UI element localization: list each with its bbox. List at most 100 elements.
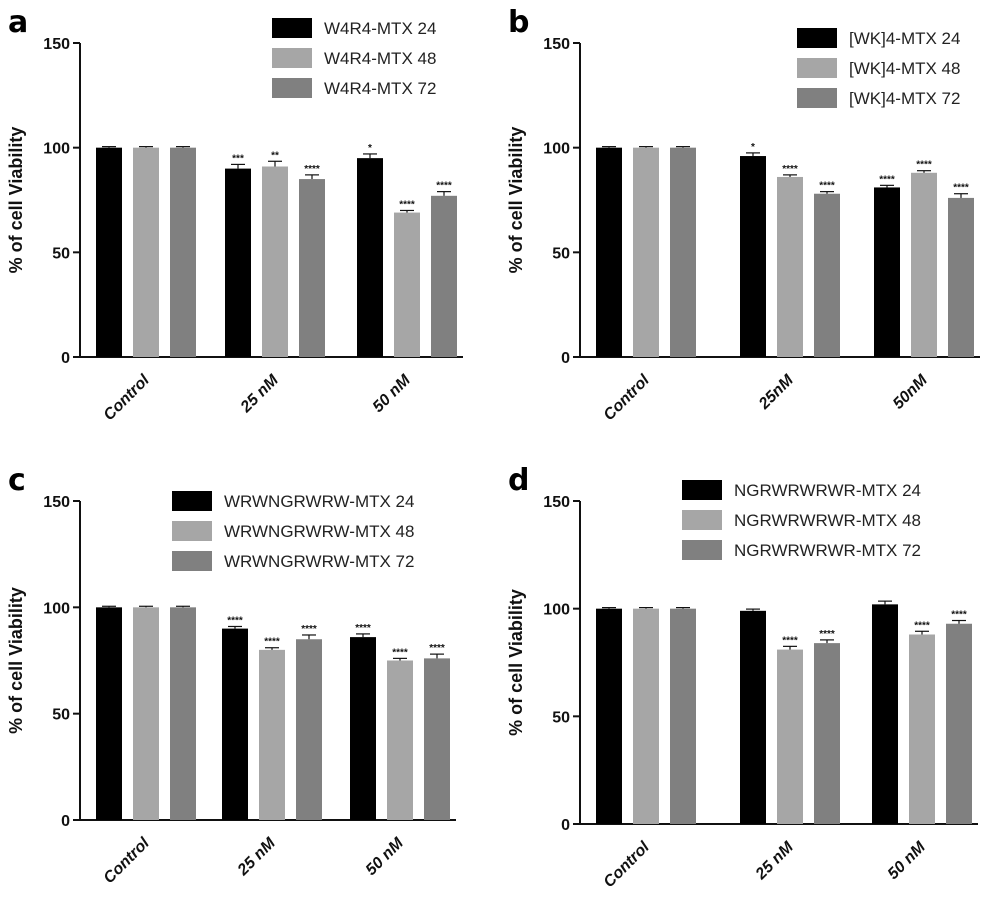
bar <box>740 156 766 357</box>
y-tick-label: 0 <box>61 813 70 830</box>
y-tick-label: 50 <box>52 245 70 262</box>
legend-swatch <box>797 58 837 78</box>
chart-panel-d: d 0 50 100 150 % of cell Viability Control ****… <box>500 458 1000 915</box>
bar <box>170 147 196 357</box>
bar <box>670 147 696 357</box>
bar <box>259 649 285 820</box>
bar <box>350 637 376 820</box>
chart-panel-b: b 0 50 100 150% of cell Viability Control * ***… <box>500 0 1000 457</box>
legend-swatch <box>172 491 212 511</box>
significance-label: * <box>751 142 755 153</box>
legend-swatch <box>272 48 312 68</box>
significance-label: **** <box>819 181 835 192</box>
y-tick-label: 50 <box>552 245 570 262</box>
bar <box>133 607 159 820</box>
legend-label: [WK]4-MTX 48 <box>849 59 960 78</box>
significance-label: **** <box>301 624 317 635</box>
bar <box>946 623 972 824</box>
significance-label: **** <box>355 623 371 634</box>
legend-swatch <box>272 78 312 98</box>
significance-label: **** <box>392 647 408 658</box>
y-tick-label: 0 <box>561 817 570 834</box>
legend-label: [WK]4-MTX 72 <box>849 89 960 108</box>
y-axis-label: % of cell Viability <box>506 589 526 736</box>
chart-panel-a: a 0 50 100 150% of cell Viability Control *** *… <box>0 0 500 457</box>
bar <box>133 147 159 357</box>
legend-label: W4R4-MTX 24 <box>324 19 436 38</box>
significance-label: **** <box>879 174 895 185</box>
x-tick-label: 50nM <box>890 371 931 412</box>
significance-label: **** <box>264 637 280 648</box>
panel-label-a: a <box>8 5 28 40</box>
bar <box>777 176 803 357</box>
significance-label: **** <box>953 183 969 194</box>
bar <box>814 193 840 357</box>
bar <box>872 604 898 824</box>
bar <box>911 172 937 357</box>
bar <box>96 607 122 820</box>
bar <box>814 643 840 824</box>
chart-svg-d: d 0 50 100 150 % of cell Viability Control ****… <box>506 463 978 891</box>
legend-label: WRWNGRWRW-MTX 24 <box>224 492 414 511</box>
significance-label: **** <box>782 635 798 646</box>
bar <box>299 179 325 357</box>
x-tick-label: Control <box>601 371 654 424</box>
significance-label: *** <box>232 153 244 164</box>
bar <box>296 639 322 820</box>
x-tick-label: Control <box>101 834 154 887</box>
bar <box>740 610 766 824</box>
bar <box>777 649 803 824</box>
significance-label: **** <box>429 643 445 654</box>
legend-label: W4R4-MTX 72 <box>324 79 436 98</box>
y-axis-label: % of cell Viability <box>6 587 26 734</box>
bar <box>431 195 457 357</box>
significance-label: **** <box>304 164 320 175</box>
legend-swatch <box>797 88 837 108</box>
significance-label: **** <box>914 620 930 631</box>
bar <box>633 147 659 357</box>
panel-label-b: b <box>508 5 529 40</box>
x-tick-label: Control <box>101 371 154 424</box>
x-tick-label: 25nM <box>755 371 797 413</box>
significance-label: **** <box>819 629 835 640</box>
y-tick-label: 50 <box>552 709 570 726</box>
y-tick-label: 150 <box>543 494 570 511</box>
legend-swatch <box>682 540 722 560</box>
bar <box>596 608 622 824</box>
x-tick-label: 25 nM <box>752 838 797 883</box>
panel-label-c: c <box>8 463 26 498</box>
legend-swatch <box>172 521 212 541</box>
legend-label: WRWNGRWRW-MTX 72 <box>224 552 414 571</box>
y-axis-label: % of cell Viability <box>6 127 26 274</box>
bar <box>225 168 251 357</box>
legend-label: NGRWRWRWR-MTX 24 <box>734 481 921 500</box>
chart-svg-c: c 0 50 100 150 % of cell Viability Control ****… <box>6 463 456 887</box>
x-tick-label: 50 nM <box>885 838 930 883</box>
bar <box>596 147 622 357</box>
bar <box>670 608 696 824</box>
legend-swatch <box>172 551 212 571</box>
y-tick-label: 100 <box>543 602 570 619</box>
x-tick-label: 25 nM <box>237 371 282 416</box>
bar <box>170 607 196 820</box>
bar <box>357 158 383 357</box>
legend-swatch <box>682 480 722 500</box>
x-tick-label: Control <box>601 838 654 891</box>
y-tick-label: 100 <box>43 600 70 617</box>
bar <box>874 187 900 357</box>
y-tick-label: 150 <box>43 36 70 53</box>
bar <box>948 197 974 357</box>
bar <box>633 608 659 824</box>
legend-label: [WK]4-MTX 24 <box>849 29 960 48</box>
bar <box>387 660 413 820</box>
significance-label: ** <box>271 150 279 161</box>
y-tick-label: 150 <box>543 36 570 53</box>
significance-label: * <box>368 143 372 154</box>
y-tick-label: 0 <box>61 350 70 367</box>
legend-swatch <box>682 510 722 530</box>
bar <box>222 628 248 820</box>
bar <box>394 212 420 357</box>
legend-label: W4R4-MTX 48 <box>324 49 436 68</box>
chart-panel-c: c 0 50 100 150 % of cell Viability Control ****… <box>0 458 500 915</box>
